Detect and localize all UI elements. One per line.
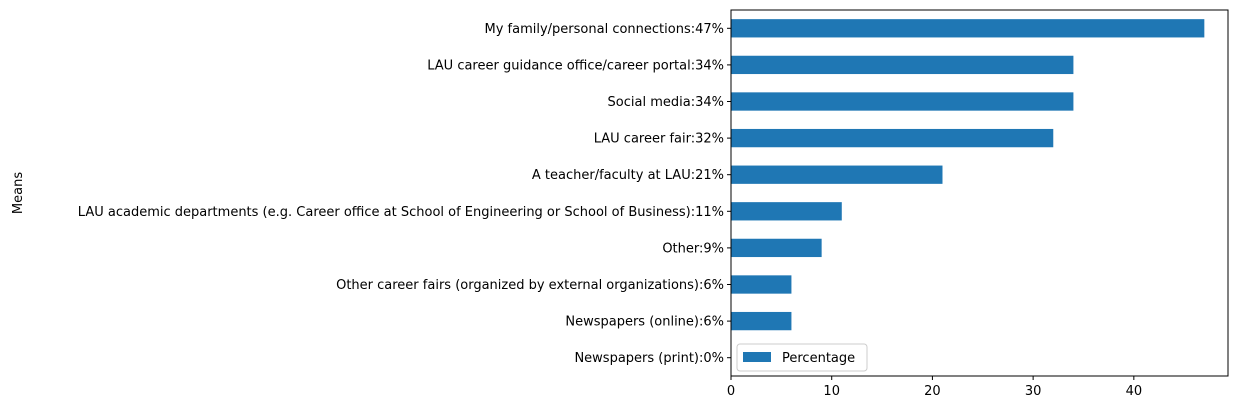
bar	[731, 128, 1054, 148]
x-tick-label: 30	[1025, 384, 1042, 399]
legend: Percentage	[736, 343, 868, 372]
bar	[731, 19, 1205, 38]
y-tick-label: Social media:34%	[608, 95, 724, 110]
y-axis-label: Means	[11, 172, 26, 214]
bars-group	[731, 19, 1205, 331]
bar	[731, 92, 1074, 111]
bar	[731, 238, 822, 258]
y-tick-label: LAU career guidance office/career portal…	[427, 58, 724, 73]
y-tick-labels: Newspapers (print):0% Newspapers (online)…	[78, 22, 731, 366]
bar	[731, 311, 792, 331]
y-tick-label: My family/personal connections:47%	[485, 22, 725, 37]
x-tick-label: 0	[727, 384, 735, 399]
x-tick-label: 10	[823, 384, 840, 399]
y-tick-label: A teacher/faculty at LAU:21%	[532, 168, 724, 183]
bar	[731, 165, 943, 184]
legend-label: Percentage	[782, 351, 855, 366]
legend-frame	[736, 343, 868, 372]
y-tick-label: Other career fairs (organized by externa…	[336, 278, 724, 293]
y-tick-label: Newspapers (online):6%	[565, 315, 724, 330]
y-tick-label: LAU career fair:32%	[594, 132, 724, 147]
bar	[731, 202, 842, 221]
y-tick-label: Newspapers (print):0%	[574, 351, 724, 366]
legend-swatch	[743, 352, 771, 362]
bar	[731, 55, 1074, 75]
x-tick-label: 20	[924, 384, 941, 399]
bar	[731, 275, 792, 294]
x-tick-label: 40	[1126, 384, 1143, 399]
x-tick-labels: 0 10 20 30 40	[727, 376, 1142, 399]
y-tick-label: Other:9%	[662, 241, 724, 256]
y-tick-label: LAU academic departments (e.g. Career of…	[78, 205, 724, 220]
plot-frame	[730, 9, 1229, 377]
